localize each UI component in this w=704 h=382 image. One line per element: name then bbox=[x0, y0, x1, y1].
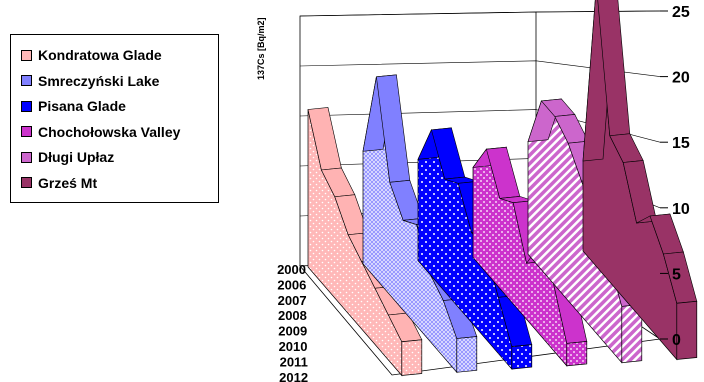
year-label: 2011 bbox=[280, 354, 308, 369]
legend-item: Długi Upłaz bbox=[21, 147, 114, 167]
legend-swatch bbox=[21, 177, 32, 188]
year-label: 2010 bbox=[279, 339, 308, 354]
year-label: 2006 bbox=[277, 277, 306, 292]
legend-item: Kondratowa Glade bbox=[21, 45, 162, 65]
legend-label: Pisana Glade bbox=[38, 98, 126, 114]
z-axis-label: 137Cs [Bq/m2] bbox=[256, 17, 266, 80]
chart-series-layer bbox=[307, 0, 698, 377]
legend-swatch bbox=[21, 49, 32, 61]
legend-item: Grześ Mt bbox=[21, 173, 97, 193]
legend-swatch bbox=[21, 151, 32, 163]
legend-label: Smreczyński Lake bbox=[38, 72, 160, 89]
series-end bbox=[456, 336, 478, 373]
legend-label: Chochołowska Valley bbox=[38, 123, 181, 140]
legend-item: Smreczyński Lake bbox=[21, 71, 159, 91]
legend-swatch bbox=[21, 75, 32, 86]
z-tick-label: 0 bbox=[672, 332, 681, 349]
year-label: 2007 bbox=[278, 293, 307, 308]
series-end bbox=[401, 339, 423, 376]
year-label: 2008 bbox=[278, 308, 307, 323]
year-label: 2012 bbox=[279, 370, 308, 382]
legend-label: Długi Upłaz bbox=[38, 149, 115, 165]
z-tick-label: 15 bbox=[672, 135, 690, 152]
legend-item: Pisana Glade bbox=[21, 96, 126, 116]
series-5 bbox=[582, 0, 698, 361]
legend: Kondratowa Glade Smreczyński Lake Pisana G… bbox=[10, 34, 219, 203]
series-end bbox=[676, 300, 698, 360]
series-end bbox=[566, 341, 588, 367]
legend-label: Grześ Mt bbox=[38, 174, 98, 191]
z-tick-label: 25 bbox=[672, 4, 690, 21]
chart-axes: 0 5 10 15 20 25 200020062007200820092010201120… bbox=[277, 4, 690, 382]
legend-item: Chochołowska Valley bbox=[21, 122, 180, 142]
year-label: 2009 bbox=[278, 324, 307, 339]
legend-swatch bbox=[21, 100, 32, 112]
z-tick-label: 10 bbox=[672, 201, 690, 218]
legend-label: Kondratowa Glade bbox=[38, 47, 162, 63]
legend-swatch bbox=[21, 126, 32, 137]
z-tick-label: 20 bbox=[672, 70, 690, 87]
z-tick-label: 5 bbox=[672, 266, 681, 283]
series-end bbox=[511, 344, 533, 370]
year-label: 2000 bbox=[277, 262, 306, 277]
